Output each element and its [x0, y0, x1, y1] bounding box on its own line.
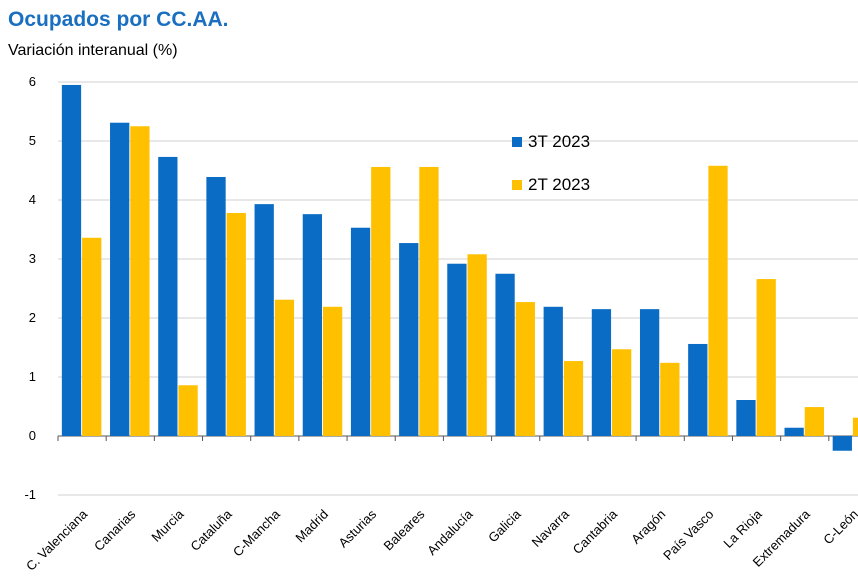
bar: [254, 204, 274, 436]
y-tick-label: -1: [24, 487, 36, 502]
bar: [82, 237, 102, 436]
bar: [543, 306, 563, 436]
bar: [274, 299, 295, 436]
bar: [419, 166, 439, 436]
bar: [110, 122, 130, 437]
legend-swatch: [512, 180, 522, 190]
y-tick-label: 5: [29, 133, 36, 148]
bar: [302, 214, 323, 436]
bar: [784, 427, 804, 436]
bar: [206, 176, 226, 437]
bar: [688, 343, 708, 436]
chart-subtitle: Variación interanual (%): [8, 42, 178, 59]
x-tick-label: Murcia: [148, 506, 187, 545]
x-tick-label: Cantabria: [570, 506, 621, 557]
bar: [736, 400, 756, 436]
bar: [832, 436, 852, 451]
x-tick-label: Cataluña: [187, 506, 235, 554]
bar: [639, 309, 660, 436]
y-tick-label: 2: [29, 310, 36, 325]
legend-label: 2T 2023: [528, 175, 590, 194]
x-tick-label: Galicia: [485, 506, 524, 545]
bar: [399, 243, 419, 436]
bar: [591, 309, 612, 436]
y-tick-label: 4: [29, 192, 36, 207]
bar: [61, 84, 82, 436]
x-tick-label: C-Mancha: [230, 506, 284, 560]
legend-label: 3T 2023: [528, 132, 590, 151]
bar: [852, 417, 858, 436]
bar: [158, 156, 178, 436]
bar: [322, 306, 343, 436]
x-tick-label: Canarias: [91, 506, 139, 554]
bar: [804, 407, 825, 436]
bar: [660, 362, 680, 436]
x-tick-label: La Rioja: [720, 506, 765, 551]
chart-title: Ocupados por CC.AA.: [8, 8, 229, 31]
bar: [515, 302, 535, 436]
bar: [612, 349, 632, 436]
x-tick-label: País Vasco: [660, 507, 716, 563]
bar: [563, 361, 584, 436]
y-tick-label: 6: [29, 74, 36, 89]
bar: [495, 273, 515, 436]
bar: [178, 385, 198, 436]
x-tick-label: Baleares: [381, 506, 428, 553]
bar: [350, 227, 371, 436]
x-tick-label: Asturias: [335, 506, 379, 550]
x-tick-label: C-León: [820, 507, 858, 548]
bar: [130, 126, 150, 436]
bar: [708, 165, 728, 436]
y-tick-label: 3: [29, 251, 36, 266]
x-tick-label: Madrid: [292, 507, 331, 546]
bar: [447, 263, 467, 436]
bar: [756, 279, 776, 436]
x-tick-label: Aragón: [628, 507, 668, 547]
bar: [467, 254, 487, 436]
legend-swatch: [512, 137, 522, 147]
x-tick-label: Andalucía: [424, 506, 476, 558]
y-tick-label: 0: [29, 428, 36, 443]
y-tick-label: 1: [29, 369, 36, 384]
bar: [371, 166, 391, 436]
bar: [226, 212, 246, 436]
x-tick-label: C. Valenciana: [23, 506, 91, 574]
x-tick-label: Navarra: [529, 506, 573, 550]
